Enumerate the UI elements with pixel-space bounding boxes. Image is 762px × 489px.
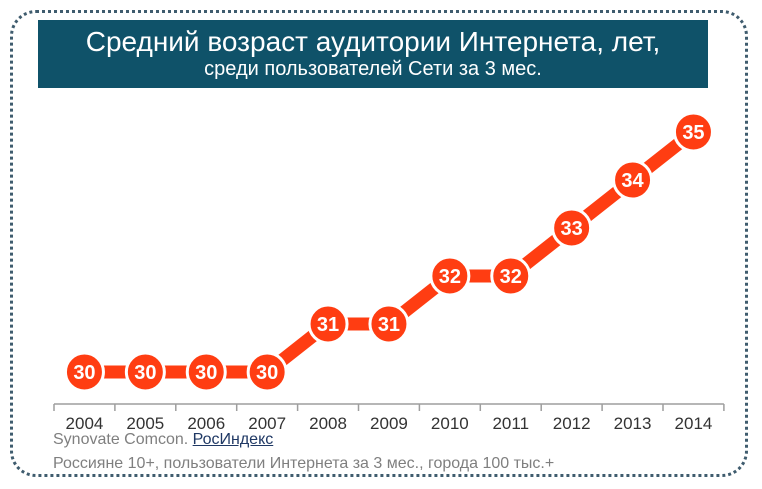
data-point-marker bbox=[551, 207, 593, 249]
data-point: 33 bbox=[551, 207, 593, 249]
data-point: 30 bbox=[185, 351, 227, 393]
data-point: 30 bbox=[63, 351, 105, 393]
data-label: 30 bbox=[256, 362, 278, 384]
data-point-marker bbox=[307, 303, 349, 345]
x-tick-label: 2006 bbox=[187, 414, 225, 433]
x-tick-label: 2004 bbox=[66, 414, 104, 433]
x-tick-label: 2010 bbox=[431, 414, 469, 433]
data-point-marker bbox=[672, 111, 714, 153]
x-tick-label: 2014 bbox=[675, 414, 713, 433]
data-point: 32 bbox=[490, 255, 532, 297]
data-label: 33 bbox=[561, 218, 583, 240]
chart-title: Средний возраст аудитории Интернета, лет… bbox=[85, 26, 661, 57]
data-label: 32 bbox=[439, 266, 461, 288]
data-point: 30 bbox=[124, 351, 166, 393]
data-point-marker bbox=[490, 255, 532, 297]
source-line: Synovate Comcon. РосИндекс bbox=[53, 431, 273, 449]
x-tick-label: 2008 bbox=[309, 414, 347, 433]
data-label: 31 bbox=[317, 314, 339, 336]
data-point-marker bbox=[612, 159, 654, 201]
data-point: 30 bbox=[246, 351, 288, 393]
markers-layer: 30 30 30 30 31 31 32 32 33 34 35 bbox=[63, 111, 714, 393]
title-banner: Средний возраст аудитории Интернета, лет… bbox=[38, 20, 708, 88]
data-label: 32 bbox=[500, 266, 522, 288]
data-point-marker bbox=[124, 351, 166, 393]
data-point: 31 bbox=[368, 303, 410, 345]
data-point-marker bbox=[185, 351, 227, 393]
data-point: 32 bbox=[429, 255, 471, 297]
data-label: 30 bbox=[195, 362, 217, 384]
data-point-marker bbox=[63, 351, 105, 393]
data-label: 35 bbox=[682, 122, 704, 144]
x-tick-label: 2012 bbox=[553, 414, 591, 433]
data-label: 34 bbox=[621, 170, 644, 192]
x-tick-label: 2011 bbox=[492, 414, 529, 433]
data-label: 30 bbox=[73, 362, 95, 384]
x-tick-label: 2005 bbox=[126, 414, 164, 433]
x-axis: 2004 2005 2006 2007 2008 2009 2010 2011 2012 2013… bbox=[53, 403, 725, 433]
data-label: 30 bbox=[134, 362, 156, 384]
x-tick-label: 2013 bbox=[614, 414, 652, 433]
source-link[interactable]: РосИндекс bbox=[192, 431, 274, 448]
chart-subtitle: среди пользователей Сети за 3 мес. bbox=[204, 58, 542, 80]
data-point: 31 bbox=[307, 303, 349, 345]
x-tick-label: 2007 bbox=[248, 414, 286, 433]
data-label: 31 bbox=[378, 314, 400, 336]
footnote: Россияне 10+, пользователи Интернета за … bbox=[53, 455, 555, 472]
source-text: Synovate Comcon. bbox=[53, 431, 193, 448]
data-point-marker bbox=[368, 303, 410, 345]
chart-frame bbox=[10, 10, 748, 477]
data-point: 35 bbox=[672, 111, 714, 153]
data-point-marker bbox=[429, 255, 471, 297]
data-point: 34 bbox=[612, 159, 654, 201]
data-point-marker bbox=[246, 351, 288, 393]
x-tick-label: 2009 bbox=[370, 414, 408, 433]
